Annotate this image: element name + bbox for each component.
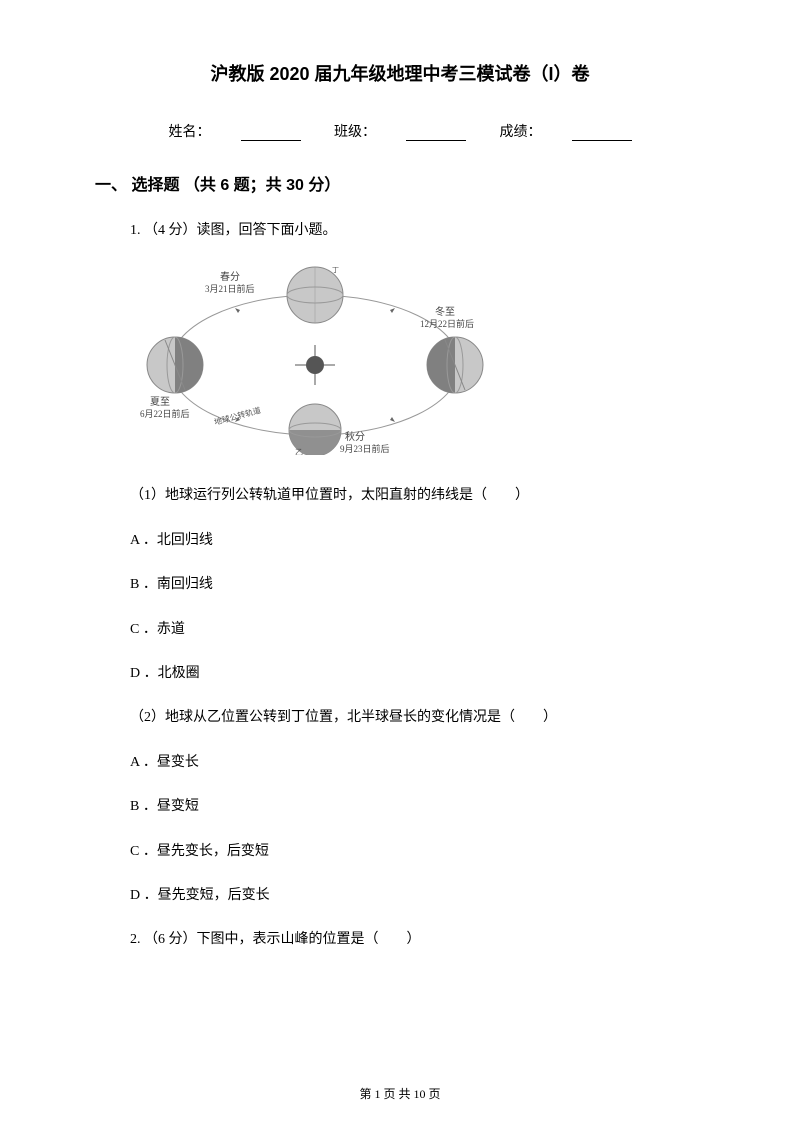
q1-intro: 1. （4 分）读图，回答下面小题。	[130, 220, 705, 242]
q1-sub2-option-a: A ．昼变长	[130, 752, 705, 774]
q1-sub2-option-b: B ．昼变短	[130, 796, 705, 818]
page-title: 沪教版 2020 届九年级地理中考三模试卷（I）卷	[95, 60, 705, 86]
name-underline	[241, 127, 301, 141]
svg-text:夏至: 夏至	[150, 396, 170, 408]
diagram-container: 丁 春分 3月21日前后 夏至 6月22日前后 秋分 9月23日前后	[140, 260, 705, 460]
q2-intro: 2. （6 分）下图中，表示山峰的位置是（ ）	[130, 929, 705, 951]
svg-text:乙: 乙	[295, 448, 303, 455]
orbit-diagram: 丁 春分 3月21日前后 夏至 6月22日前后 秋分 9月23日前后	[140, 260, 490, 455]
svg-text:冬至: 冬至	[435, 305, 455, 318]
svg-text:6月22日前后: 6月22日前后	[140, 408, 190, 419]
svg-text:地球公转轨道: 地球公转轨道	[213, 405, 262, 427]
q1-sub1: （1）地球运行列公转轨道甲位置时，太阳直射的纬线是（ ）	[130, 485, 705, 507]
svg-text:3月21日前后: 3月21日前后	[205, 283, 255, 294]
name-label: 姓名：	[169, 125, 211, 140]
svg-text:12月22日前后: 12月22日前后	[420, 318, 474, 329]
q1-sub1-option-c: C ．赤道	[130, 619, 705, 641]
q1-sub1-option-d: D ．北极圈	[130, 663, 705, 685]
svg-text:秋分: 秋分	[345, 430, 365, 443]
q1-sub1-option-b: B ．南回归线	[130, 574, 705, 596]
score-underline	[572, 127, 632, 141]
q1-sub2-option-c: C ．昼先变长，后变短	[130, 841, 705, 863]
section-header: 一、 选择题 （共 6 题；共 30 分）	[95, 171, 705, 195]
svg-text:丁: 丁	[332, 266, 339, 274]
class-label: 班级：	[334, 125, 376, 140]
q1-sub1-option-a: A ．北回归线	[130, 530, 705, 552]
header-fields: 姓名： 班级： 成绩：	[95, 121, 705, 141]
q1-sub2-option-d: D ．昼先变短，后变长	[130, 885, 705, 907]
svg-text:9月23日前后: 9月23日前后	[340, 443, 390, 454]
page-footer: 第 1 页 共 10 页	[0, 1085, 800, 1102]
class-underline	[406, 127, 466, 141]
score-label: 成绩：	[500, 125, 542, 140]
svg-text:春分: 春分	[220, 271, 240, 283]
q1-sub2: （2）地球从乙位置公转到丁位置，北半球昼长的变化情况是（ ）	[130, 707, 705, 729]
